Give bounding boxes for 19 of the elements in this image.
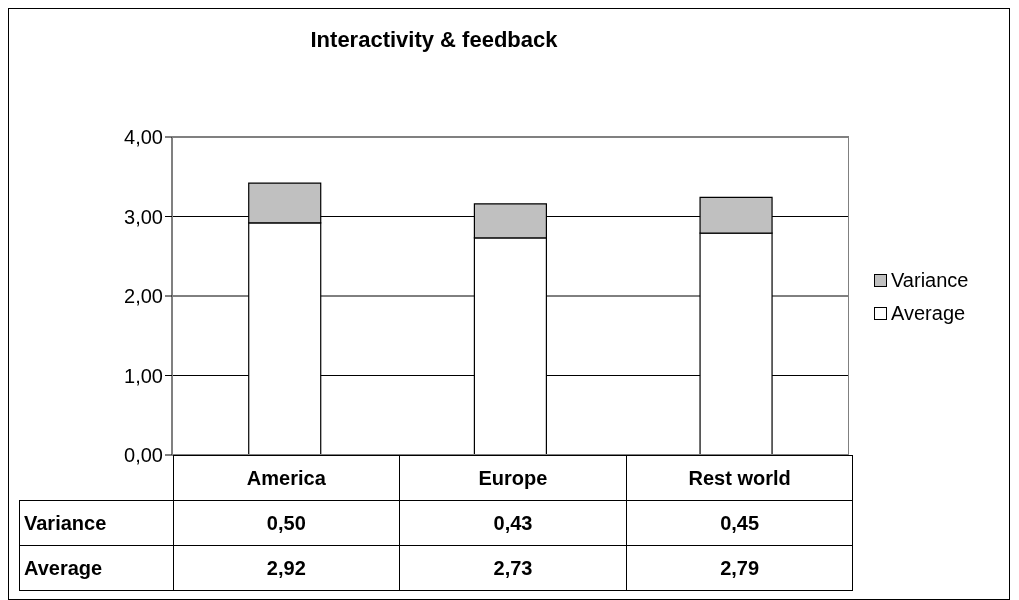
x-tick-label: America: [173, 455, 400, 501]
data-label: 2,79: [626, 545, 853, 591]
data-label: 2,73: [399, 545, 627, 591]
y-tick-label: 3,00: [124, 205, 163, 228]
data-label: 2,92: [173, 545, 400, 591]
y-tick-label: 0,00: [124, 444, 163, 467]
text: Average: [24, 556, 103, 579]
x-tick-label: Rest world: [626, 455, 853, 501]
data-label: 0,45: [626, 500, 853, 546]
legend-label: Average: [891, 302, 966, 325]
y-tick-label: 1,00: [124, 364, 163, 387]
data-label: 0,43: [399, 500, 627, 546]
y-tick-label: 2,00: [124, 285, 163, 308]
y-tick-label: 4,00: [124, 126, 163, 149]
x-tick-label: Europe: [399, 455, 627, 501]
chart-title: Interactivity & feedback: [309, 27, 559, 53]
data-label: 0,50: [173, 500, 400, 546]
legend-label: Variance: [891, 269, 969, 292]
text: Variance: [24, 511, 107, 534]
